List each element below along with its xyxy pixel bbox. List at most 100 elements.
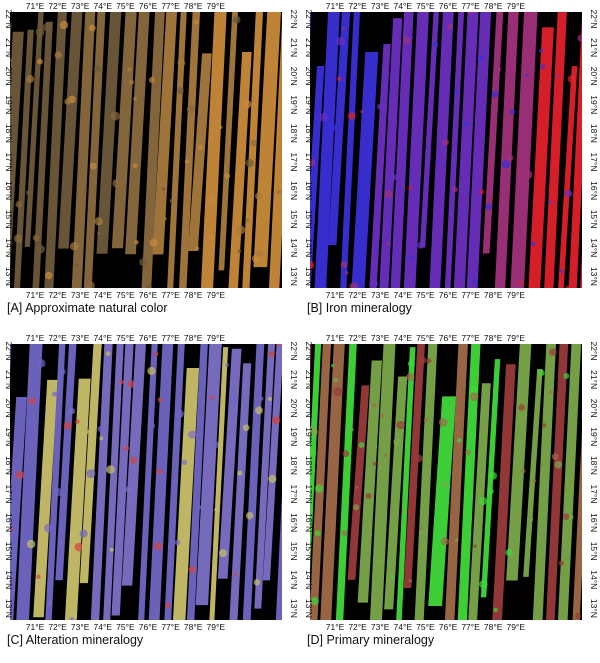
- texture-blotch: [310, 158, 316, 167]
- texture-blotch: [255, 406, 263, 415]
- swath-strip: [580, 251, 582, 288]
- texture-blotch: [58, 541, 63, 546]
- texture-blotch: [275, 344, 282, 347]
- lat-label-left: 15°N: [4, 210, 14, 229]
- swath-strip: [351, 51, 379, 288]
- texture-blotch: [218, 125, 223, 129]
- texture-blotch: [386, 242, 391, 246]
- texture-blotch: [389, 173, 397, 181]
- swath-strip: [55, 344, 77, 581]
- texture-blotch: [396, 420, 405, 430]
- lon-label-bottom: 72°E: [48, 622, 67, 632]
- texture-blotch: [194, 19, 199, 25]
- texture-blotch: [542, 423, 547, 428]
- texture-blotch: [558, 560, 565, 566]
- swath-strip: [466, 12, 492, 288]
- swath-strip: [544, 12, 567, 288]
- texture-blotch: [333, 377, 339, 383]
- texture-blotch: [567, 75, 576, 83]
- texture-blotch: [556, 73, 561, 79]
- swath-strip: [152, 12, 178, 255]
- lat-label-left: 17°N: [4, 153, 14, 172]
- swath-strip: [268, 21, 282, 288]
- swath-strip: [10, 397, 27, 620]
- caption-natural-color: [A] Approximate natural color: [7, 301, 168, 315]
- texture-blotch: [549, 348, 557, 356]
- texture-blotch: [242, 99, 252, 109]
- swath-strip: [10, 22, 12, 50]
- texture-blotch: [245, 218, 250, 223]
- lat-label-right: 13°N: [289, 267, 299, 286]
- texture-blotch: [267, 396, 272, 402]
- texture-blotch: [127, 66, 132, 72]
- texture-blotch: [319, 113, 328, 122]
- lat-label-left: 21°N: [304, 370, 314, 389]
- swath-strip: [568, 17, 582, 288]
- lon-label-top: 71°E: [26, 1, 45, 11]
- lat-label-left: 21°N: [4, 370, 14, 389]
- texture-blotch: [358, 442, 365, 448]
- lon-label-bottom: 73°E: [371, 290, 390, 300]
- texture-blotch: [35, 27, 45, 37]
- lat-label-right: 16°N: [289, 513, 299, 532]
- swath-strip: [121, 344, 146, 586]
- lat-label-left: 16°N: [4, 513, 14, 532]
- lat-label-right: 15°N: [289, 210, 299, 229]
- swath-strip: [357, 360, 382, 603]
- texture-blotch: [473, 544, 477, 548]
- swath-strip: [444, 12, 465, 288]
- texture-blotch: [277, 189, 282, 194]
- texture-blotch: [59, 20, 69, 30]
- texture-blotch: [440, 537, 449, 546]
- texture-blotch: [236, 225, 246, 235]
- swath-strip: [403, 12, 429, 288]
- swath-strip: [403, 344, 425, 589]
- texture-blotch: [258, 396, 264, 401]
- lat-label-right: 21°N: [289, 370, 299, 389]
- texture-blotch: [432, 41, 439, 48]
- texture-blotch: [175, 409, 184, 419]
- texture-blotch: [310, 427, 318, 437]
- panel-natural-color: 71°E 71°E 72°E 72°E 73°E 73°E 74°E 74°E 75°E 75°E…: [0, 0, 300, 331]
- texture-blotch: [406, 372, 415, 382]
- lat-label-left: 14°N: [4, 570, 14, 589]
- swath-strip: [429, 12, 454, 288]
- swath-strip: [186, 344, 208, 620]
- texture-blotch: [408, 186, 413, 190]
- swath-strip: [428, 396, 457, 607]
- texture-blotch: [93, 65, 102, 73]
- texture-blotch: [165, 602, 171, 608]
- texture-blotch: [507, 154, 514, 161]
- texture-blotch: [310, 597, 319, 606]
- swath-strip: [480, 359, 501, 598]
- swath-strip: [281, 283, 282, 288]
- lon-label-bottom: 77°E: [161, 622, 180, 632]
- swath-strip: [510, 12, 538, 288]
- texture-blotch: [209, 395, 214, 400]
- texture-blotch: [333, 387, 343, 397]
- texture-blotch: [408, 578, 413, 583]
- texture-blotch: [242, 424, 250, 432]
- texture-blotch: [75, 419, 80, 424]
- texture-blotch: [208, 196, 214, 203]
- swath-strip: [523, 368, 543, 577]
- texture-blotch: [559, 269, 564, 273]
- lat-label-left: 19°N: [304, 427, 314, 446]
- texture-blotch: [349, 282, 359, 288]
- texture-blotch: [174, 539, 181, 546]
- texture-blotch: [88, 24, 96, 32]
- lon-label-bottom: 73°E: [71, 622, 90, 632]
- lon-label-bottom: 74°E: [394, 290, 413, 300]
- texture-blotch: [342, 450, 350, 458]
- texture-blotch: [347, 112, 356, 120]
- texture-blotch: [563, 373, 570, 379]
- texture-blotch: [344, 271, 349, 275]
- texture-blotch: [175, 421, 181, 428]
- texture-blotch: [504, 470, 509, 474]
- texture-blotch: [225, 518, 229, 522]
- texture-blotch: [350, 427, 354, 432]
- swath-strip: [96, 12, 122, 254]
- texture-blotch: [403, 36, 411, 45]
- texture-blotch: [253, 579, 261, 586]
- lat-label-right: 16°N: [289, 181, 299, 200]
